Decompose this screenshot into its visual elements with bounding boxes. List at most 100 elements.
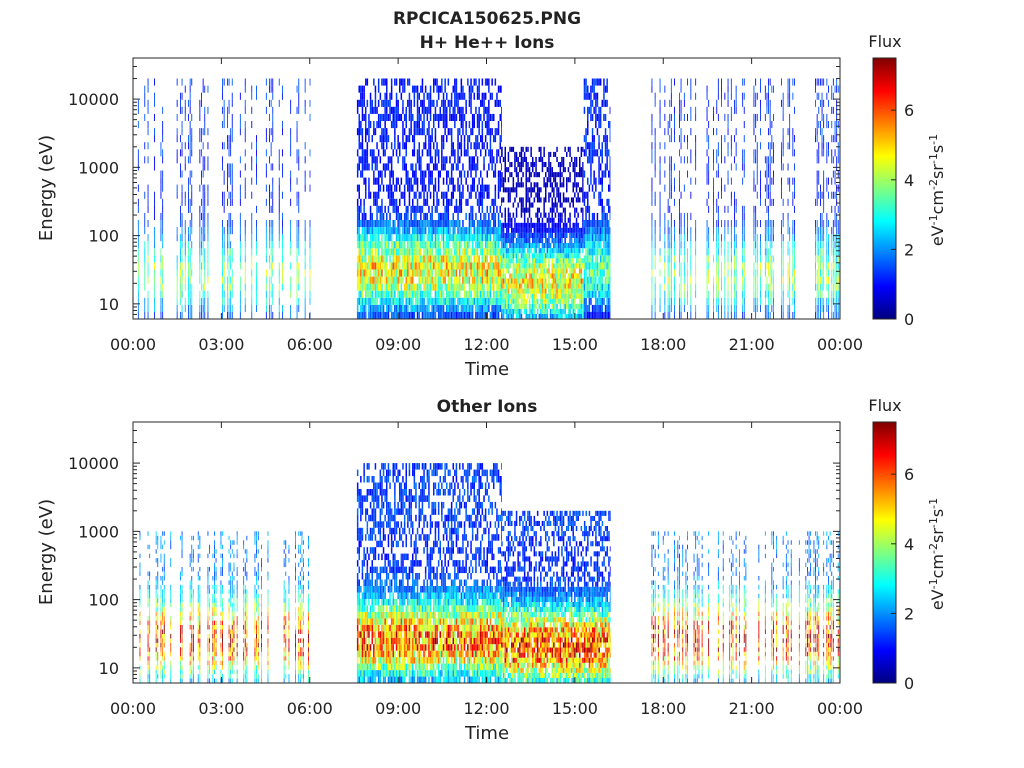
flux-cell <box>298 156 300 164</box>
flux-cell <box>507 232 510 238</box>
flux-cell <box>567 298 570 304</box>
flux-cell <box>716 205 718 213</box>
flux-cell <box>533 308 536 314</box>
flux-cell <box>481 99 484 107</box>
flux-cell <box>420 156 422 164</box>
flux-cell <box>596 269 599 277</box>
flux-cell <box>706 255 708 263</box>
flux-cell <box>595 121 597 129</box>
flux-cell <box>593 135 595 143</box>
flux-cell <box>228 142 230 150</box>
flux-cell <box>486 283 488 291</box>
flux-cell <box>222 290 223 298</box>
flux-cell <box>695 135 697 143</box>
flux-cell <box>282 220 283 228</box>
flux-cell <box>390 311 393 319</box>
flux-cell <box>403 262 406 270</box>
flux-cell <box>667 198 669 206</box>
flux-cell <box>486 262 488 270</box>
flux-cell <box>651 227 653 235</box>
flux-cell <box>181 234 183 242</box>
flux-cell <box>272 297 274 305</box>
flux-cell <box>572 227 574 233</box>
flux-cell <box>441 191 443 199</box>
flux-cell <box>580 298 583 304</box>
flux-cell <box>536 187 539 193</box>
flux-cell <box>561 293 563 299</box>
flux-cell <box>468 92 471 100</box>
flux-cell <box>188 248 189 256</box>
flux-cell <box>687 113 688 121</box>
flux-cell <box>583 262 586 270</box>
flux-cell <box>407 269 409 277</box>
flux-cell <box>554 248 557 254</box>
flux-cell <box>515 268 518 274</box>
flux-cell <box>361 283 364 291</box>
flux-cell <box>439 304 441 312</box>
flux-cell <box>462 113 464 121</box>
flux-cell <box>609 177 611 185</box>
flux-cell <box>144 99 146 107</box>
flux-cell <box>574 162 576 168</box>
flux-cell <box>491 304 493 312</box>
flux-cell <box>452 241 454 249</box>
flux-cell <box>439 227 441 235</box>
flux-cell <box>494 311 497 319</box>
flux-cell <box>497 269 500 277</box>
flux-cell <box>566 313 568 319</box>
flux-cell <box>538 258 540 264</box>
flux-cell <box>496 241 498 249</box>
flux-cell <box>535 172 537 178</box>
flux-cell <box>204 283 206 291</box>
flux-cell <box>230 297 232 305</box>
flux-cell <box>412 276 414 284</box>
flux-cell <box>181 142 183 150</box>
flux-cell <box>428 135 430 143</box>
flux-cell <box>412 198 414 206</box>
flux-cell <box>431 276 433 284</box>
flux-cell <box>459 92 461 100</box>
flux-cell <box>265 290 267 298</box>
flux-cell <box>519 232 521 238</box>
flux-cell <box>609 234 611 242</box>
flux-cell <box>511 308 513 314</box>
flux-cell <box>541 308 544 314</box>
flux-cell <box>545 172 547 178</box>
flux-cell <box>452 227 454 235</box>
flux-cell <box>514 308 516 314</box>
flux-cell <box>515 273 518 279</box>
flux-cell <box>437 149 440 157</box>
flux-cell <box>504 248 506 254</box>
flux-cell <box>449 177 451 185</box>
flux-cell <box>575 313 578 319</box>
flux-cell <box>278 191 280 199</box>
flux-cell <box>413 212 416 220</box>
flux-cell <box>231 135 233 143</box>
flux-cell <box>484 227 487 235</box>
flux-cell <box>562 288 565 294</box>
flux-cell <box>476 276 479 284</box>
flux-cell <box>423 142 425 150</box>
flux-cell <box>591 311 594 319</box>
flux-cell <box>392 220 394 228</box>
flux-cell <box>296 121 298 129</box>
flux-cell <box>713 297 714 305</box>
flux-cell <box>483 227 485 235</box>
flux-cell <box>450 191 453 199</box>
flux-cell <box>567 253 570 259</box>
flux-cell <box>468 234 471 242</box>
flux-cell <box>394 276 396 284</box>
flux-cell <box>368 241 370 249</box>
flux-cell <box>147 106 149 114</box>
flux-cell <box>497 177 500 185</box>
flux-cell <box>188 269 189 277</box>
flux-cell <box>491 128 493 136</box>
flux-cell <box>395 184 398 192</box>
flux-cell <box>379 212 382 220</box>
flux-cell <box>585 85 587 93</box>
flux-cell <box>593 262 595 270</box>
flux-cell <box>473 177 475 185</box>
flux-cell <box>392 149 394 157</box>
flux-cell <box>387 163 390 171</box>
flux-cell <box>679 198 680 206</box>
